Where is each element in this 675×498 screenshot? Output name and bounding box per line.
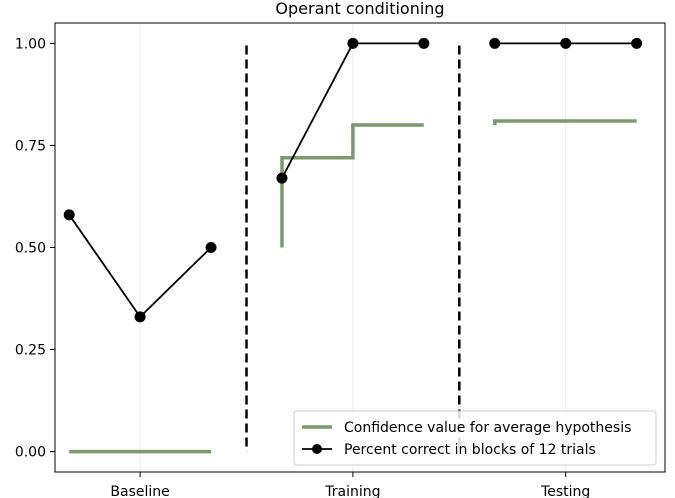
x-tick-label: Training <box>324 484 380 498</box>
percent-correct-marker <box>276 172 288 184</box>
grid-layer <box>139 23 567 472</box>
percent-correct-marker <box>489 37 501 49</box>
legend-box <box>293 410 657 466</box>
axis-layer: Baseline Training Testing 0.00 0.25 0.50 0.75 1… <box>15 36 590 498</box>
percent-correct-marker <box>347 37 359 49</box>
legend-label: Percent correct in blocks of 12 trials <box>344 442 596 458</box>
confidence-step-line <box>493 119 637 125</box>
percent-correct-marker <box>205 242 217 253</box>
divider-layer <box>245 45 461 452</box>
confidence-step-line <box>280 123 424 248</box>
x-tick-label: Baseline <box>110 484 169 498</box>
chart-title: Operant conditioning <box>275 0 444 18</box>
percent-correct-marker <box>631 37 643 49</box>
percent-correct-marker <box>560 37 572 49</box>
y-tick-label: 0.25 <box>15 343 46 359</box>
x-tick-label: Testing <box>540 484 590 498</box>
percent-correct-marker <box>134 311 146 323</box>
percent-correct-marker <box>63 209 75 221</box>
series-layer <box>63 37 643 454</box>
y-tick-label: 0.00 <box>15 445 46 461</box>
y-tick-label: 1.00 <box>15 36 46 52</box>
plot-frame <box>54 22 666 473</box>
y-tick-label: 0.50 <box>15 241 46 257</box>
legend-label: Confidence value for average hypothesis <box>344 420 631 436</box>
y-tick-label: 0.75 <box>15 138 46 154</box>
legend-marker <box>312 444 322 454</box>
percent-correct-marker <box>418 37 430 49</box>
legend-layer: Confidence value for average hypothesis P… <box>293 410 657 466</box>
